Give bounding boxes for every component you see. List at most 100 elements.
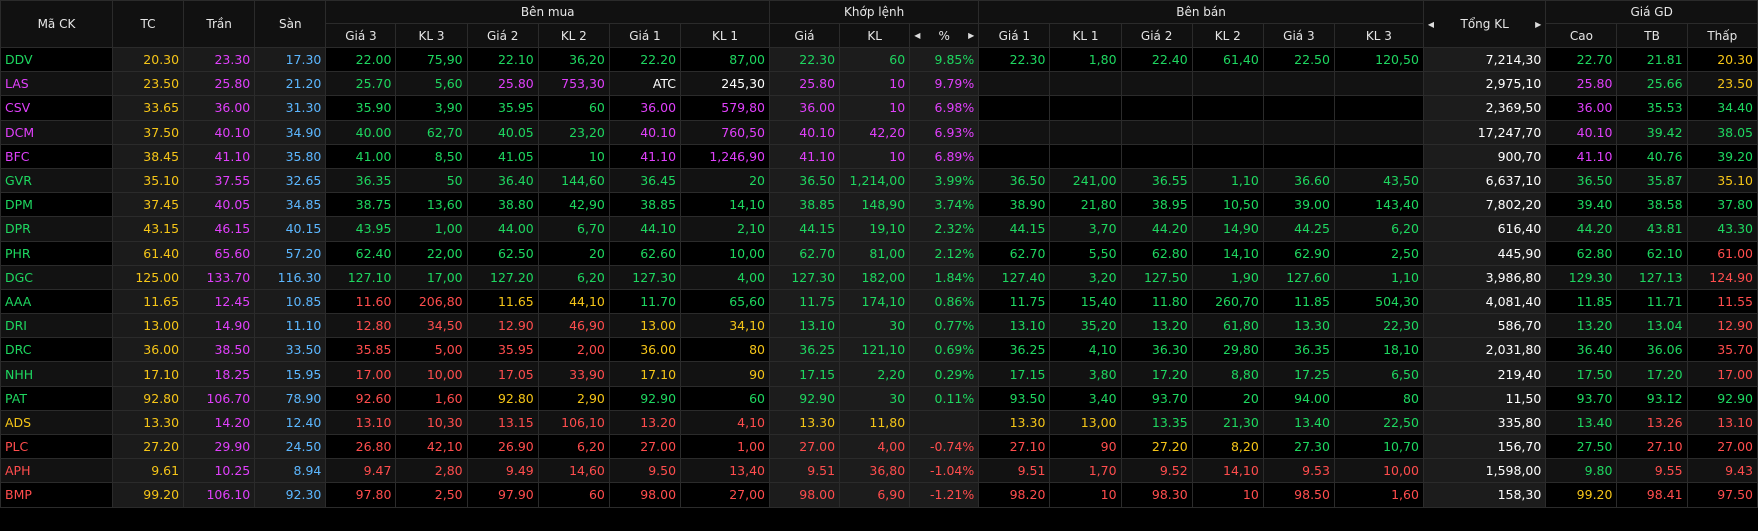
- col-sell-price1[interactable]: Giá 1: [978, 23, 1051, 48]
- symbol-cell: GVR: [0, 167, 113, 194]
- col-buy-price2[interactable]: Giá 2: [466, 23, 539, 48]
- buy-price3-cell: 13.10: [325, 409, 397, 436]
- buy-vol2-cell: 6,70: [537, 216, 610, 242]
- buy-price1-cell: 22.20: [608, 46, 682, 73]
- table-row[interactable]: AAA 11.65 12.45 10.85 11.60 206,80 11.65 44,10 1…: [0, 288, 1758, 315]
- table-row[interactable]: BFC 38.45 41.10 35.80 41.00 8,50 41.05 10 41.10 1…: [0, 143, 1758, 169]
- col-sell-vol2[interactable]: KL 2: [1191, 23, 1264, 48]
- table-row[interactable]: APH 9.61 10.25 8.94 9.47 2,80 9.49 14,60 9.50 13,…: [0, 458, 1758, 484]
- col-buy-price1[interactable]: Giá 1: [608, 23, 682, 48]
- symbol-cell: BFC: [0, 143, 113, 169]
- col-match-price[interactable]: Giá: [768, 23, 841, 48]
- low-price-cell: 13.10: [1686, 409, 1758, 436]
- match-vol-cell: 30: [839, 313, 911, 339]
- sell-vol2-cell: 14,10: [1191, 458, 1264, 484]
- sell-vol1-cell: 3,80: [1049, 361, 1122, 387]
- high-price-cell: 13.20: [1545, 313, 1618, 339]
- table-row[interactable]: PAT 92.80 106.70 78.90 92.60 1,60 92.80 2,90 92.…: [0, 385, 1758, 411]
- buy-price3-cell: 62.40: [325, 240, 397, 266]
- sell-price3-cell: 44.25: [1262, 216, 1335, 242]
- arrow-right-icon[interactable]: ▶: [1535, 19, 1542, 29]
- table-row[interactable]: PLC 27.20 29.90 24.50 26.80 42,10 26.90 6,20 27.…: [0, 433, 1758, 460]
- buy-vol1-cell: 245,30: [680, 71, 770, 97]
- col-total-volume[interactable]: ◀ Tổng KL ▶: [1422, 0, 1547, 48]
- ceiling-price-cell: 25.80: [183, 71, 256, 97]
- sell-vol3-cell: 22,30: [1333, 313, 1424, 339]
- match-percent-cell: -0.74%: [909, 433, 980, 460]
- high-price-cell: 36.40: [1545, 337, 1618, 363]
- table-row[interactable]: DCM 37.50 40.10 34.90 40.00 62,70 40.05 23,20 40…: [0, 119, 1758, 145]
- buy-vol1-cell: 60: [680, 385, 770, 411]
- col-sell-vol1[interactable]: KL 1: [1049, 23, 1122, 48]
- symbol-cell: ADS: [0, 409, 113, 436]
- floor-price-cell: 116.30: [254, 264, 327, 290]
- sell-vol1-cell: 21,80: [1049, 192, 1122, 218]
- sell-price1-cell: 27.10: [978, 433, 1051, 460]
- buy-price2-cell: 25.80: [466, 71, 539, 97]
- table-row[interactable]: ADS 13.30 14.20 12.40 13.10 10,30 13.15 106,10 1…: [0, 409, 1758, 436]
- match-price-cell: 13.10: [768, 313, 841, 339]
- match-percent-cell: 0.77%: [909, 313, 980, 339]
- col-match-percent[interactable]: ◀ % ▶: [909, 23, 980, 48]
- col-low[interactable]: Thấp: [1686, 23, 1758, 48]
- col-sell-price3[interactable]: Giá 3: [1262, 23, 1335, 48]
- col-ceiling[interactable]: Trần: [183, 0, 256, 48]
- buy-vol1-cell: 65,60: [680, 288, 770, 315]
- sell-vol3-cell: 1,10: [1333, 264, 1424, 290]
- sell-vol2-cell: 1,90: [1191, 264, 1264, 290]
- col-sell-price2[interactable]: Giá 2: [1120, 23, 1193, 48]
- table-row[interactable]: GVR 35.10 37.55 32.65 36.35 50 36.40 144,60 36.4…: [0, 167, 1758, 194]
- col-buy-price3[interactable]: Giá 3: [325, 23, 397, 48]
- col-floor[interactable]: Sàn: [254, 0, 327, 48]
- col-avg[interactable]: TB: [1616, 23, 1688, 48]
- col-ref[interactable]: TC: [111, 0, 185, 48]
- buy-vol1-cell: 14,10: [680, 192, 770, 218]
- buy-vol1-cell: 13,40: [680, 458, 770, 484]
- low-price-cell: 35.10: [1686, 167, 1758, 194]
- table-row[interactable]: CSV 33.65 36.00 31.30 35.90 3,90 35.95 60 36.00 5…: [0, 95, 1758, 121]
- table-row[interactable]: DGC 125.00 133.70 116.30 127.10 17,00 127.20 6,…: [0, 264, 1758, 290]
- arrow-left-icon[interactable]: ◀: [914, 31, 921, 40]
- col-sell-vol3[interactable]: KL 3: [1333, 23, 1424, 48]
- table-row[interactable]: BMP 99.20 106.10 92.30 97.80 2,50 97.90 60 98.00…: [0, 482, 1758, 508]
- sell-price1-cell: 22.30: [978, 46, 1051, 73]
- col-match-vol[interactable]: KL: [839, 23, 911, 48]
- sell-price3-cell: 22.50: [1262, 46, 1335, 73]
- col-symbol[interactable]: Mã CK: [0, 0, 113, 48]
- table-row[interactable]: DRC 36.00 38.50 33.50 35.85 5,00 35.95 2,00 36.0…: [0, 337, 1758, 363]
- avg-price-cell: 36.06: [1616, 337, 1688, 363]
- high-price-cell: 36.00: [1545, 95, 1618, 121]
- table-row[interactable]: LAS 23.50 25.80 21.20 25.70 5,60 25.80 753,30 AT…: [0, 71, 1758, 97]
- buy-price2-cell: 11.65: [466, 288, 539, 315]
- table-row[interactable]: NHH 17.10 18.25 15.95 17.00 10,00 17.05 33,90 17…: [0, 361, 1758, 387]
- total-volume-cell: 3,986,80: [1422, 264, 1547, 290]
- buy-price1-cell: 13.20: [608, 409, 682, 436]
- sell-vol1-cell: 3,20: [1049, 264, 1122, 290]
- col-buy-vol2[interactable]: KL 2: [537, 23, 610, 48]
- arrow-left-icon[interactable]: ◀: [1427, 19, 1435, 29]
- table-row[interactable]: DRI 13.00 14.90 11.10 12.80 34,50 12.90 46,90 13…: [0, 313, 1758, 339]
- percent-toggle[interactable]: %: [938, 28, 950, 43]
- buy-price1-cell: 27.00: [608, 433, 682, 460]
- match-percent-cell: 0.86%: [909, 288, 980, 315]
- table-row[interactable]: DPR 43.15 46.15 40.15 43.95 1,00 44.00 6,70 44.1…: [0, 216, 1758, 242]
- col-buy-vol3[interactable]: KL 3: [395, 23, 468, 48]
- match-vol-cell: 10: [839, 95, 911, 121]
- buy-price1-cell: 11.70: [608, 288, 682, 315]
- arrow-right-icon[interactable]: ▶: [968, 31, 975, 40]
- floor-price-cell: 10.85: [254, 288, 327, 315]
- sell-price3-cell: 127.60: [1262, 264, 1335, 290]
- table-row[interactable]: DDV 20.30 23.30 17.30 22.00 75,90 22.10 36,20 22…: [0, 46, 1758, 73]
- ceiling-price-cell: 14.90: [183, 313, 256, 339]
- buy-price2-cell: 92.80: [466, 385, 539, 411]
- avg-price-cell: 62.10: [1616, 240, 1688, 266]
- col-buy-vol1[interactable]: KL 1: [680, 23, 770, 48]
- col-high[interactable]: Cao: [1545, 23, 1618, 48]
- buy-price3-cell: 35.85: [325, 337, 397, 363]
- buy-price1-cell: 36.00: [608, 95, 682, 121]
- table-row[interactable]: DPM 37.45 40.05 34.85 38.75 13,60 38.80 42,90 38…: [0, 192, 1758, 218]
- table-row[interactable]: PHR 61.40 65.60 57.20 62.40 22,00 62.50 20 62.60…: [0, 240, 1758, 266]
- sell-price1-cell: 13.30: [978, 409, 1051, 436]
- sell-vol2-cell: 21,30: [1191, 409, 1264, 436]
- symbol-cell: DPR: [0, 216, 113, 242]
